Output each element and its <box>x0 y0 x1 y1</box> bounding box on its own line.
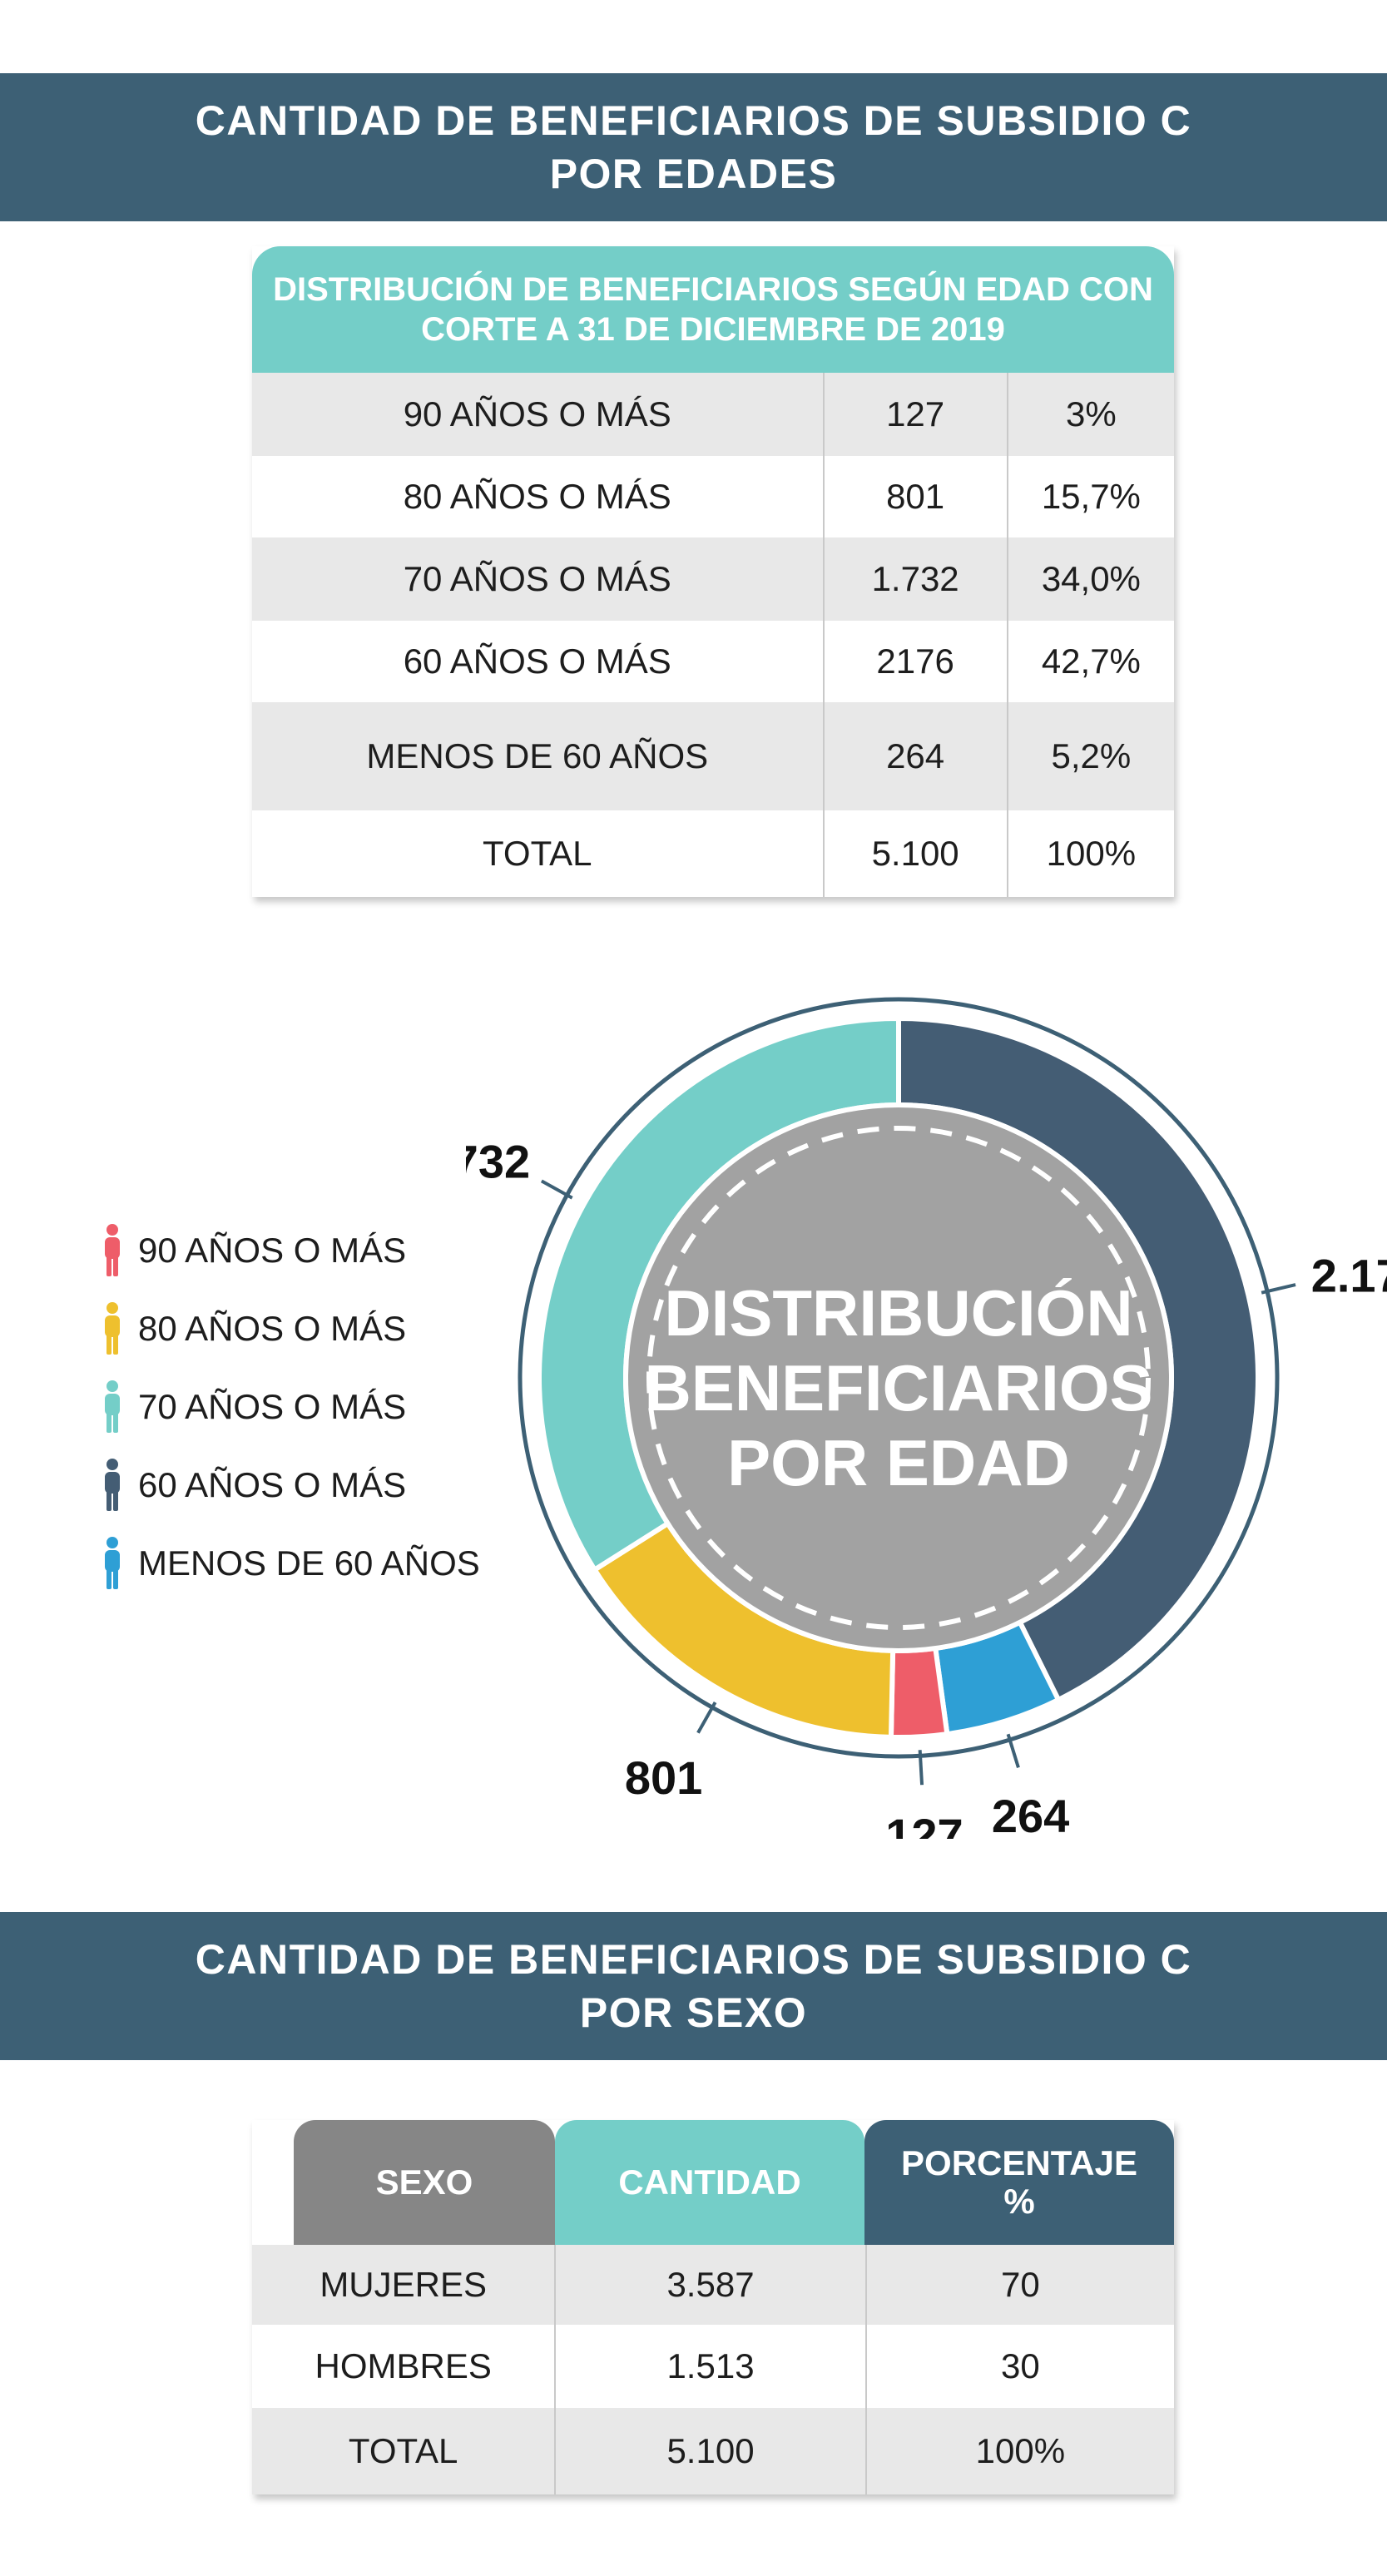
table-row: HOMBRES 1.513 30 <box>252 2325 1174 2408</box>
age-label: TOTAL <box>252 810 825 897</box>
sex-table-header: SEXO CANTIDAD PORCENTAJE % <box>252 2120 1174 2245</box>
header-cantidad: CANTIDAD <box>555 2120 864 2245</box>
age-count: 5.100 <box>825 810 1008 897</box>
header-porcentaje-line2: % <box>1003 2182 1035 2221</box>
donut-outer-ring <box>518 997 1280 1759</box>
donut-center-dashes <box>646 1126 1151 1630</box>
age-table-title-line1: DISTRIBUCIÓN DE BENEFICIARIOS SEGÚN EDAD… <box>273 271 1153 308</box>
data-label: 127 <box>885 1809 963 1839</box>
donut-center-line1: DISTRIBUCIÓN <box>664 1276 1132 1350</box>
table-row: 60 AÑOS O MÁS 2176 42,7% <box>252 621 1174 702</box>
header-porcentaje-line1: PORCENTAJE <box>901 2143 1137 2182</box>
donut-center <box>623 1102 1174 1653</box>
age-label: 80 AÑOS O MÁS <box>252 456 825 537</box>
age-distribution-table: DISTRIBUCIÓN DE BENEFICIARIOS SEGÚN EDAD… <box>252 246 1174 897</box>
age-label: 90 AÑOS O MÁS <box>252 373 825 456</box>
legend-label: 90 AÑOS O MÁS <box>138 1231 407 1270</box>
legend-label: 80 AÑOS O MÁS <box>138 1309 407 1348</box>
sex-label: TOTAL <box>252 2408 557 2494</box>
leader-line <box>1261 1283 1296 1295</box>
donut-center-line3: POR EDAD <box>727 1426 1070 1499</box>
age-label: 60 AÑOS O MÁS <box>252 621 825 702</box>
header-sexo: SEXO <box>294 2120 555 2245</box>
legend-item: 70 AÑOS O MÁS <box>100 1380 480 1433</box>
age-count: 801 <box>825 456 1008 537</box>
legend-item: 90 AÑOS O MÁS <box>100 1224 480 1276</box>
table-row: 70 AÑOS O MÁS 1.732 34,0% <box>252 537 1174 621</box>
age-percent: 42,7% <box>1041 642 1141 681</box>
person-icon <box>105 1537 120 1589</box>
person-icon <box>105 1302 120 1355</box>
age-percent: 5,2% <box>1051 736 1132 775</box>
banner-title-line1: CANTIDAD DE BENEFICIARIOS DE SUBSIDIO C <box>195 97 1192 144</box>
banner-title-line1: CANTIDAD DE BENEFICIARIOS DE SUBSIDIO C <box>195 1936 1192 1983</box>
age-percent: 15,7% <box>1041 477 1141 516</box>
sex-count: 5.100 <box>556 2408 867 2494</box>
table-row-total: TOTAL 5.100 100% <box>252 2408 1174 2494</box>
leader-line <box>540 1179 573 1200</box>
legend-item: 60 AÑOS O MÁS <box>100 1459 480 1511</box>
leader-line <box>1006 1733 1020 1768</box>
table-row: MENOS DE 60 AÑOS 264 5,2% <box>252 702 1174 810</box>
sex-distribution-table: SEXO CANTIDAD PORCENTAJE % MUJERES 3.587… <box>252 2120 1174 2494</box>
table-row: 90 AÑOS O MÁS 127 3% <box>252 373 1174 456</box>
legend-label: 60 AÑOS O MÁS <box>138 1465 407 1504</box>
legend-item: MENOS DE 60 AÑOS <box>100 1537 480 1589</box>
sex-label: HOMBRES <box>252 2325 557 2408</box>
donut-slice-90-a-os-o-m-s <box>888 1645 950 1740</box>
legend-label: 70 AÑOS O MÁS <box>138 1387 407 1426</box>
age-section-banner: CANTIDAD DE BENEFICIARIOS DE SUBSIDIO C … <box>0 73 1387 221</box>
chart-legend: 90 AÑOS O MÁS 80 AÑOS O MÁS 70 AÑOS O MÁ… <box>100 1224 480 1622</box>
sex-section-banner: CANTIDAD DE BENEFICIARIOS DE SUBSIDIO C … <box>0 1912 1387 2060</box>
sex-count: 1.513 <box>556 2325 867 2408</box>
age-donut-chart: DISTRIBUCIÓN BENEFICIARIOS POR EDAD 2.17… <box>466 997 1387 1839</box>
data-label: 801 <box>625 1751 702 1804</box>
sex-percent: 100% <box>975 2431 1066 2470</box>
age-percent: 3% <box>1066 394 1117 433</box>
table-row-total: TOTAL 5.100 100% <box>252 810 1174 897</box>
table-row: MUJERES 3.587 70 <box>252 2245 1174 2325</box>
age-label: MENOS DE 60 AÑOS <box>252 702 825 810</box>
data-label: 264 <box>992 1790 1069 1839</box>
table-row: 80 AÑOS O MÁS 801 15,7% <box>252 456 1174 537</box>
age-percent: 34,0% <box>1041 559 1141 598</box>
age-label: 70 AÑOS O MÁS <box>252 537 825 621</box>
leader-line <box>918 1750 924 1786</box>
age-count: 264 <box>825 702 1008 810</box>
donut-data-labels: 2.176 264 127 801 1.732 <box>466 1135 1387 1839</box>
person-icon <box>105 1459 120 1511</box>
data-label: 2.176 <box>1311 1250 1387 1302</box>
age-table-title-line2: CORTE A 31 DE DICIEMBRE DE 2019 <box>421 311 1005 348</box>
sex-label: MUJERES <box>252 2245 557 2325</box>
age-percent: 100% <box>1046 834 1137 873</box>
age-count: 1.732 <box>825 537 1008 621</box>
donut-center-line2: BENEFICIARIOS <box>644 1351 1152 1424</box>
legend-item: 80 AÑOS O MÁS <box>100 1302 480 1355</box>
legend-label: MENOS DE 60 AÑOS <box>138 1543 480 1583</box>
sex-percent: 30 <box>1000 2346 1040 2385</box>
sex-percent: 70 <box>1000 2265 1040 2304</box>
header-porcentaje: PORCENTAJE % <box>864 2120 1174 2245</box>
sex-count: 3.587 <box>556 2245 867 2325</box>
age-table-header: DISTRIBUCIÓN DE BENEFICIARIOS SEGÚN EDAD… <box>252 246 1174 373</box>
age-count: 2176 <box>825 621 1008 702</box>
banner-title-line2: POR EDADES <box>549 151 838 197</box>
banner-title-line2: POR SEXO <box>579 1989 808 2036</box>
person-icon <box>105 1224 120 1276</box>
data-label: 1.732 <box>466 1135 530 1187</box>
leader-line <box>696 1702 717 1734</box>
age-count: 127 <box>825 373 1008 456</box>
person-icon <box>105 1380 120 1433</box>
